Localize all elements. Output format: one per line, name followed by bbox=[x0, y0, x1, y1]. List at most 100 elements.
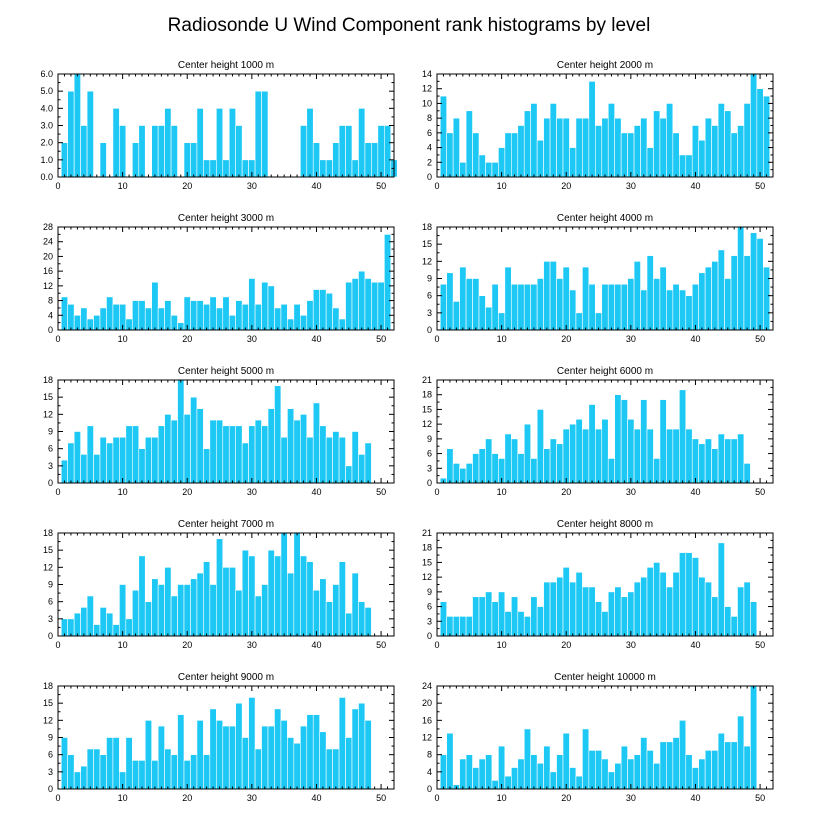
y-tick-label: 0 bbox=[48, 478, 53, 488]
histogram-bar bbox=[338, 125, 346, 178]
x-tick-label: 50 bbox=[376, 793, 386, 803]
y-tick-label: 12 bbox=[422, 84, 432, 94]
histogram-bar bbox=[67, 442, 75, 484]
y-tick-label: 0 bbox=[427, 784, 432, 794]
histogram-bar bbox=[319, 731, 327, 790]
histogram-bar bbox=[351, 431, 359, 484]
histogram-bar bbox=[332, 584, 340, 637]
histogram-bar bbox=[601, 418, 609, 484]
y-tick-label: 6 bbox=[48, 750, 53, 760]
histogram-bar bbox=[138, 300, 146, 331]
x-tick-label: 40 bbox=[311, 334, 321, 344]
histogram-bar bbox=[203, 303, 211, 331]
y-tick-label: 0 bbox=[48, 325, 53, 335]
x-tick-label: 30 bbox=[247, 334, 257, 344]
histogram-bar bbox=[222, 159, 230, 178]
histogram-bar bbox=[601, 117, 609, 178]
histogram-bar bbox=[601, 283, 609, 331]
histogram-bar bbox=[627, 278, 635, 331]
histogram-bar bbox=[549, 261, 557, 331]
x-tick-label: 0 bbox=[55, 334, 60, 344]
histogram-bar bbox=[144, 601, 152, 637]
histogram-bar bbox=[724, 278, 732, 331]
histogram-bar bbox=[235, 589, 243, 637]
histogram-bar bbox=[119, 436, 127, 484]
x-tick-label: 20 bbox=[561, 181, 571, 191]
histogram-bar bbox=[640, 737, 648, 790]
histogram-bar bbox=[472, 767, 480, 790]
histogram-bar bbox=[465, 754, 473, 790]
y-tick-label: 12 bbox=[422, 419, 432, 429]
histogram-bar bbox=[730, 616, 738, 637]
histogram-bar bbox=[485, 754, 493, 790]
histogram-bar bbox=[287, 737, 295, 790]
histogram-bar bbox=[439, 283, 447, 331]
x-tick-label: 20 bbox=[182, 793, 192, 803]
y-tick-label: 6 bbox=[48, 597, 53, 607]
histogram-bar bbox=[543, 261, 551, 331]
histogram-bar bbox=[377, 281, 385, 331]
histogram-bar bbox=[536, 606, 544, 637]
x-tick-label: 10 bbox=[118, 640, 128, 650]
histogram-bar bbox=[498, 591, 506, 637]
histogram-bar bbox=[685, 754, 693, 790]
histogram-bar bbox=[478, 448, 486, 484]
histogram-bar bbox=[183, 584, 191, 637]
histogram-bar bbox=[248, 425, 256, 484]
histogram-bar bbox=[112, 436, 120, 484]
histogram-bar bbox=[607, 283, 615, 331]
histogram-bar bbox=[756, 88, 764, 178]
x-tick-label: 20 bbox=[561, 334, 571, 344]
histogram-bar bbox=[132, 300, 140, 331]
histogram-bar bbox=[248, 555, 256, 637]
x-tick-label: 50 bbox=[376, 487, 386, 497]
y-tick-label: 15 bbox=[43, 392, 53, 402]
y-tick-label: 15 bbox=[43, 545, 53, 555]
histogram-bar bbox=[312, 714, 320, 790]
histogram-bar bbox=[319, 425, 327, 484]
histogram-bar bbox=[763, 95, 771, 178]
histogram-bar bbox=[556, 117, 564, 178]
histogram-bar bbox=[106, 737, 114, 790]
histogram-bar bbox=[691, 438, 699, 484]
histogram-bar bbox=[504, 433, 512, 484]
histogram-bar bbox=[704, 581, 712, 637]
histogram-bar bbox=[60, 296, 68, 331]
histogram-bar bbox=[306, 436, 314, 484]
histogram-bar bbox=[358, 601, 366, 637]
histogram-bar bbox=[562, 732, 570, 790]
histogram-bar bbox=[685, 154, 693, 178]
histogram-bar bbox=[241, 737, 249, 790]
y-tick-label: 18 bbox=[422, 222, 432, 232]
histogram-bar bbox=[280, 720, 288, 790]
x-tick-label: 50 bbox=[376, 640, 386, 650]
histogram-bar bbox=[614, 762, 622, 790]
histogram-bar bbox=[300, 414, 308, 484]
histogram-bar bbox=[235, 125, 243, 178]
histogram-bar bbox=[601, 758, 609, 790]
histogram-bar bbox=[216, 307, 224, 331]
histogram-bar bbox=[106, 612, 114, 637]
histogram-bar bbox=[241, 159, 249, 178]
histogram-bar bbox=[717, 732, 725, 790]
y-tick-label: 8 bbox=[427, 750, 432, 760]
histogram-bar bbox=[562, 266, 570, 331]
histogram-bar bbox=[144, 307, 152, 331]
y-tick-label: 18 bbox=[43, 528, 53, 538]
histogram-bar bbox=[556, 576, 564, 637]
histogram-bar bbox=[633, 581, 641, 637]
histogram-bar bbox=[478, 295, 486, 331]
histogram-bar bbox=[627, 591, 635, 637]
histogram-bar bbox=[358, 702, 366, 790]
histogram-bar bbox=[633, 261, 641, 331]
histogram-bar bbox=[666, 741, 674, 790]
y-tick-label: 28 bbox=[43, 222, 53, 232]
x-tick-label: 40 bbox=[690, 793, 700, 803]
histogram-bar bbox=[446, 448, 454, 484]
histogram-bar bbox=[209, 296, 217, 331]
histogram-bar bbox=[504, 132, 512, 178]
histogram-bar bbox=[261, 425, 269, 484]
histogram-bar bbox=[588, 283, 596, 331]
y-tick-label: 15 bbox=[422, 404, 432, 414]
